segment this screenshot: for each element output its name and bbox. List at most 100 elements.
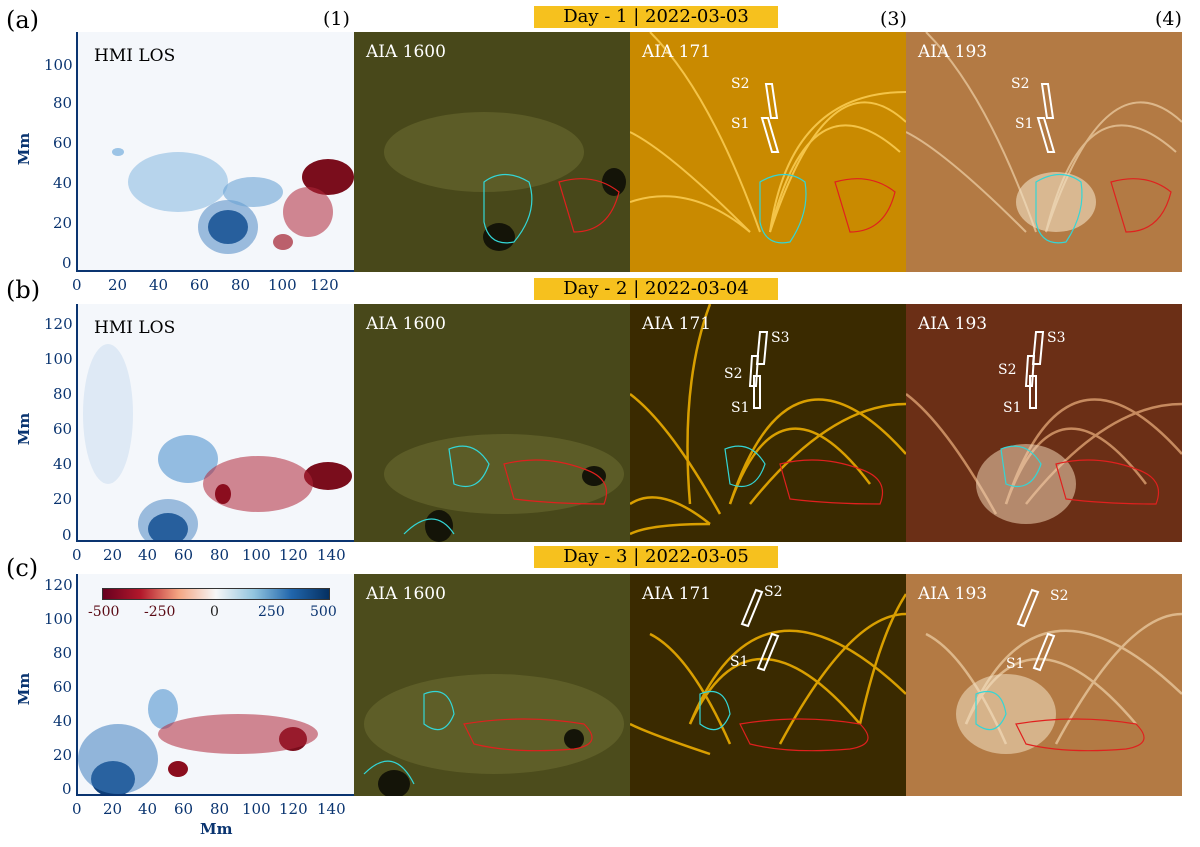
ytick-b-60: 60 <box>53 420 73 438</box>
hmi-panel-c: -500 -250 0 250 500 <box>78 574 354 796</box>
aia171-image-c <box>630 574 906 796</box>
xtick-c-0: 0 <box>72 800 82 818</box>
colorbar-tick-neg250: -250 <box>144 604 176 620</box>
xtick-a-100: 100 <box>268 276 297 294</box>
aia193-panel-a: AIA 193 S2 S1 <box>906 32 1182 272</box>
aia1600-panel-a: AIA 1600 <box>354 32 630 272</box>
xtick-c-80: 80 <box>210 800 230 818</box>
aia193-panel-b: AIA 193 S3 S2 S1 <box>906 304 1182 542</box>
aia171-panel-a: AIA 171 S2 S1 <box>630 32 906 272</box>
xtick-c-20: 20 <box>103 800 123 818</box>
slit-label-b-s2-171: S2 <box>724 366 743 382</box>
ytick-b-120: 120 <box>44 315 73 333</box>
slit-label-b-s3-193: S3 <box>1047 330 1066 346</box>
day-banner-2: Day - 2 | 2022-03-04 <box>534 278 778 300</box>
slit-label-b-s2-193: S2 <box>998 362 1017 378</box>
panel-label-aia193-c: AIA 193 <box>918 584 988 604</box>
hmi-magnetogram-a <box>112 148 354 254</box>
panel-label-aia1600-c: AIA 1600 <box>366 584 446 604</box>
ytick-a-40: 40 <box>53 174 73 192</box>
aia193-image-c <box>906 574 1182 796</box>
xtick-c-140: 140 <box>317 800 346 818</box>
colorbar-tick-500: 500 <box>310 604 337 620</box>
ytick-c-0: 0 <box>62 780 72 798</box>
ytick-c-100: 100 <box>44 610 73 628</box>
xtick-c-40: 40 <box>138 800 158 818</box>
xtick-a-20: 20 <box>108 276 128 294</box>
ytick-b-40: 40 <box>53 455 73 473</box>
slit-label-a-s1-193: S1 <box>1015 116 1034 132</box>
ytick-c-40: 40 <box>53 712 73 730</box>
ylabel-a: Mm <box>15 132 34 166</box>
slit-label-b-s1-171: S1 <box>731 400 750 416</box>
xtick-b-60: 60 <box>174 546 194 564</box>
slit-label-c-s2-171: S2 <box>764 584 783 600</box>
ytick-b-0: 0 <box>62 526 72 544</box>
column-number-3: (3) <box>880 8 907 30</box>
aia1600-panel-b: AIA 1600 <box>354 304 630 542</box>
aia193-image-a <box>906 32 1182 272</box>
xtick-b-40: 40 <box>138 546 158 564</box>
column-number-4: (4) <box>1155 8 1182 30</box>
row-label-a: (a) <box>6 6 40 34</box>
ytick-c-20: 20 <box>53 746 73 764</box>
ylabel-c: Mm <box>15 672 34 706</box>
slit-label-a-s2-193: S2 <box>1011 76 1030 92</box>
aia1600-panel-c: AIA 1600 <box>354 574 630 796</box>
ytick-c-60: 60 <box>53 678 73 696</box>
ytick-a-100: 100 <box>44 56 73 74</box>
aia171-image-b <box>630 304 906 542</box>
panel-label-hmi-b: HMI LOS <box>94 318 176 338</box>
day-banner-3: Day - 3 | 2022-03-05 <box>534 546 778 568</box>
panel-label-aia171-b: AIA 171 <box>642 314 712 334</box>
ytick-b-100: 100 <box>44 350 73 368</box>
xtick-a-60: 60 <box>190 276 210 294</box>
ytick-a-0: 0 <box>62 254 72 272</box>
hmi-magnetogram-c <box>78 689 318 796</box>
slit-label-c-s2-193: S2 <box>1050 588 1069 604</box>
y-axis-b <box>76 304 78 542</box>
xtick-b-20: 20 <box>103 546 123 564</box>
colorbar-tick-neg500: -500 <box>88 604 120 620</box>
ytick-a-80: 80 <box>53 94 73 112</box>
y-axis-c <box>76 574 78 796</box>
xlabel-c: Mm <box>200 820 233 838</box>
slit-label-c-s1-193: S1 <box>1006 656 1025 672</box>
ytick-c-80: 80 <box>53 644 73 662</box>
panel-label-hmi-a: HMI LOS <box>94 46 176 66</box>
xtick-b-100: 100 <box>242 546 271 564</box>
aia171-panel-c: AIA 171 S2 S1 <box>630 574 906 796</box>
slit-label-b-s1-193: S1 <box>1003 400 1022 416</box>
aia1600-image-b <box>354 304 630 542</box>
panel-label-aia171-c: AIA 171 <box>642 584 712 604</box>
x-axis-a <box>76 270 354 272</box>
aia1600-image-c <box>354 574 630 796</box>
colorbar-tick-0: 0 <box>210 604 219 620</box>
slit-label-a-s2-171: S2 <box>731 76 750 92</box>
ytick-b-80: 80 <box>53 385 73 403</box>
colorbar <box>102 588 330 600</box>
y-axis-a <box>76 32 78 272</box>
colorbar-tick-250: 250 <box>258 604 285 620</box>
aia1600-image-a <box>354 32 630 272</box>
hmi-panel-b: HMI LOS <box>78 304 354 542</box>
xtick-c-100: 100 <box>242 800 271 818</box>
slit-label-c-s1-171: S1 <box>730 654 749 670</box>
panel-label-aia193-a: AIA 193 <box>918 42 988 62</box>
xtick-c-60: 60 <box>174 800 194 818</box>
aia193-panel-c: AIA 193 S2 S1 <box>906 574 1182 796</box>
xtick-a-120: 120 <box>310 276 339 294</box>
slit-label-a-s1-171: S1 <box>731 116 750 132</box>
xtick-b-140: 140 <box>317 546 346 564</box>
x-axis-b <box>76 540 354 542</box>
panel-label-aia1600-b: AIA 1600 <box>366 314 446 334</box>
ytick-a-60: 60 <box>53 134 73 152</box>
panel-label-aia193-b: AIA 193 <box>918 314 988 334</box>
xtick-a-40: 40 <box>149 276 169 294</box>
hmi-magnetogram-b <box>83 344 352 542</box>
ylabel-b: Mm <box>15 412 34 446</box>
ytick-c-120: 120 <box>44 576 73 594</box>
column-number-1: (1) <box>323 8 350 30</box>
xtick-b-0: 0 <box>72 546 82 564</box>
xtick-a-0: 0 <box>72 276 82 294</box>
